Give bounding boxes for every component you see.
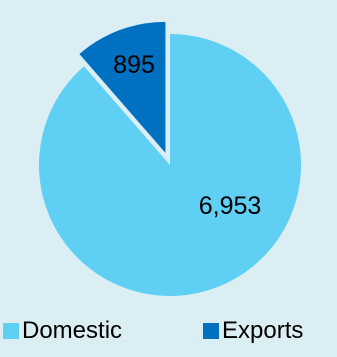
data-label-domestic: 6,953 <box>199 192 262 220</box>
legend-swatch-exports <box>203 323 219 339</box>
data-labels: 6,953 895 <box>113 51 261 220</box>
legend-label-domestic: Domestic <box>22 317 122 344</box>
pie-slices <box>38 21 301 296</box>
legend-label-exports: Exports <box>222 317 303 344</box>
pie-slice-domestic <box>38 34 301 296</box>
legend-swatch-domestic <box>3 323 19 339</box>
legend: Domestic Exports <box>3 317 303 344</box>
pie-slice-exports <box>79 21 166 153</box>
data-label-exports: 895 <box>113 51 155 79</box>
